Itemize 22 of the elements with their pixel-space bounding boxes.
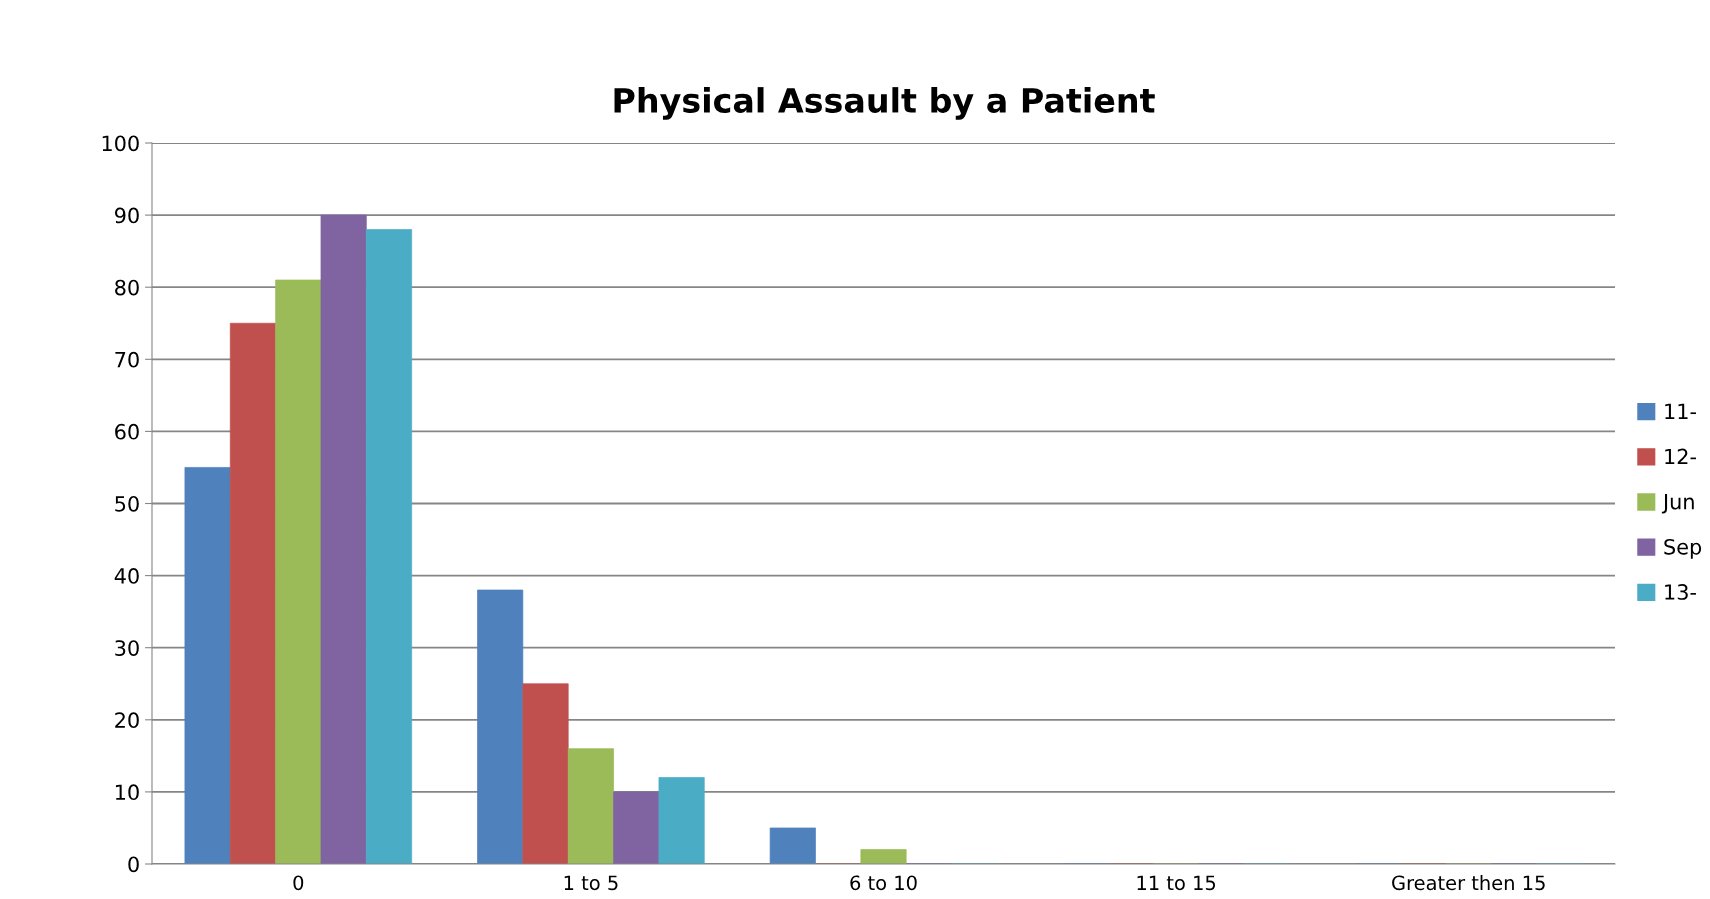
chart-title: Physical Assault by a Patient (614, 87, 1155, 120)
x-tick-label: 6 to 10 (850, 875, 917, 891)
x-tick-label: 0 (293, 875, 304, 891)
legend-label: 11- (1665, 403, 1696, 419)
y-tick-label: 50 (115, 495, 139, 512)
y-tick-label: 60 (115, 423, 139, 440)
y-tick-label: 90 (115, 207, 139, 224)
legend-label: Jun (1661, 494, 1694, 514)
legend-label: 12- (1665, 448, 1696, 465)
y-tick-label: 10 (115, 784, 139, 801)
y-tick-label: 100 (102, 135, 139, 152)
x-tick-label: 11 to 15 (1137, 875, 1216, 891)
y-tick-label: 40 (114, 568, 139, 584)
y-tick-label: 0 (128, 856, 139, 873)
legend-label: Sep (1664, 538, 1702, 559)
legend-label: 13- (1665, 584, 1696, 600)
y-tick-label: 30 (115, 640, 139, 656)
y-tick-label: 70 (115, 351, 139, 368)
x-tick-label: 1 to 5 (564, 875, 618, 891)
y-tick-label: 20 (115, 712, 139, 729)
x-tick-label: Greater then 15 (1392, 875, 1545, 891)
y-tick-label: 80 (115, 279, 139, 296)
